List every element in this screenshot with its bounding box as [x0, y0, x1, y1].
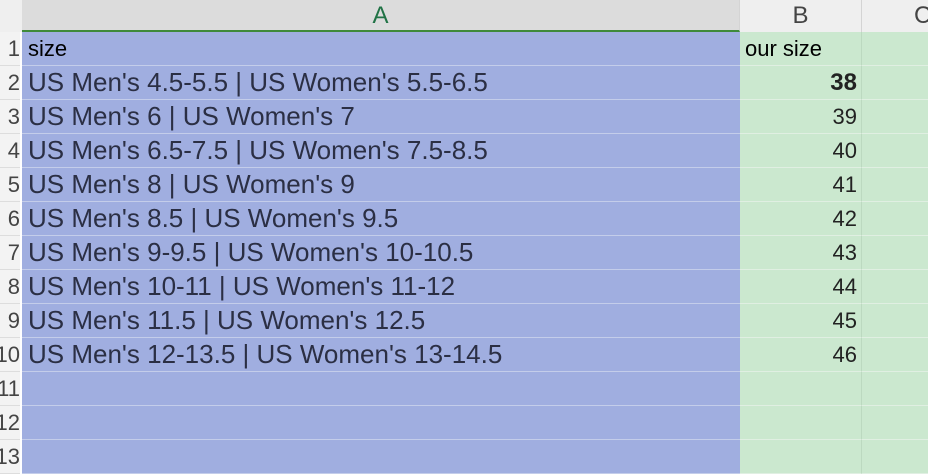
cell-a[interactable]: size [22, 32, 740, 66]
table-row: US Men's 4.5-5.5 | US Women's 5.5-6.5 38 [22, 66, 928, 100]
cell-a[interactable]: US Men's 11.5 | US Women's 12.5 [22, 304, 740, 338]
cell-c[interactable] [862, 440, 928, 474]
cell-c[interactable] [862, 66, 928, 100]
cell-a[interactable] [22, 406, 740, 440]
cell-b[interactable]: 42 [740, 202, 862, 236]
cell-c[interactable] [862, 304, 928, 338]
table-row [22, 440, 928, 474]
column-header-a[interactable]: A [22, 0, 740, 32]
row-header[interactable]: 1 [0, 32, 20, 66]
cell-b[interactable]: 43 [740, 236, 862, 270]
cell-a[interactable]: US Men's 10-11 | US Women's 11-12 [22, 270, 740, 304]
row-header[interactable]: 13 [0, 440, 20, 474]
cell-c[interactable] [862, 406, 928, 440]
cell-c[interactable] [862, 236, 928, 270]
cell-b[interactable] [740, 372, 862, 406]
cell-a[interactable]: US Men's 8 | US Women's 9 [22, 168, 740, 202]
table-row: US Men's 6.5-7.5 | US Women's 7.5-8.5 40 [22, 134, 928, 168]
table-row: US Men's 6 | US Women's 7 39 [22, 100, 928, 134]
cell-a[interactable] [22, 372, 740, 406]
cell-b[interactable]: our size [740, 32, 862, 66]
cell-a[interactable]: US Men's 4.5-5.5 | US Women's 5.5-6.5 [22, 66, 740, 100]
table-row: US Men's 9-9.5 | US Women's 10-10.5 43 [22, 236, 928, 270]
cell-c[interactable] [862, 202, 928, 236]
table-row: US Men's 10-11 | US Women's 11-12 44 [22, 270, 928, 304]
row-header[interactable]: 4 [0, 134, 20, 168]
table-row: US Men's 8 | US Women's 9 41 [22, 168, 928, 202]
row-header[interactable]: 12 [0, 406, 20, 440]
cell-a[interactable]: US Men's 6.5-7.5 | US Women's 7.5-8.5 [22, 134, 740, 168]
cell-b[interactable]: 39 [740, 100, 862, 134]
table-row [22, 372, 928, 406]
cell-a[interactable]: US Men's 9-9.5 | US Women's 10-10.5 [22, 236, 740, 270]
cell-b[interactable]: 41 [740, 168, 862, 202]
column-header-c[interactable]: C [862, 0, 928, 32]
row-header[interactable]: 2 [0, 66, 20, 100]
row-header[interactable]: 3 [0, 100, 20, 134]
row-header[interactable]: 9 [0, 304, 20, 338]
table-row: US Men's 8.5 | US Women's 9.5 42 [22, 202, 928, 236]
cell-b[interactable] [740, 440, 862, 474]
row-header[interactable]: 10 [0, 338, 20, 372]
cell-c[interactable] [862, 372, 928, 406]
cell-b[interactable]: 46 [740, 338, 862, 372]
cell-c[interactable] [862, 338, 928, 372]
cell-a[interactable]: US Men's 8.5 | US Women's 9.5 [22, 202, 740, 236]
cell-b[interactable]: 45 [740, 304, 862, 338]
select-all-corner[interactable] [0, 0, 22, 32]
cell-c[interactable] [862, 168, 928, 202]
table-row [22, 406, 928, 440]
cell-c[interactable] [862, 32, 928, 66]
row-header[interactable]: 8 [0, 270, 20, 304]
column-header-b[interactable]: B [740, 0, 862, 32]
header-row: size our size [22, 32, 928, 66]
cell-b[interactable]: 38 [740, 66, 862, 100]
table-row: US Men's 11.5 | US Women's 12.5 45 [22, 304, 928, 338]
cell-b[interactable]: 40 [740, 134, 862, 168]
row-header[interactable]: 7 [0, 236, 20, 270]
cell-a[interactable]: US Men's 6 | US Women's 7 [22, 100, 740, 134]
cell-c[interactable] [862, 270, 928, 304]
cell-b[interactable]: 44 [740, 270, 862, 304]
cell-a[interactable] [22, 440, 740, 474]
cell-b[interactable] [740, 406, 862, 440]
row-header[interactable]: 5 [0, 168, 20, 202]
row-header[interactable]: 11 [0, 372, 20, 406]
cell-a[interactable]: US Men's 12-13.5 | US Women's 13-14.5 [22, 338, 740, 372]
table-row: US Men's 12-13.5 | US Women's 13-14.5 46 [22, 338, 928, 372]
cell-c[interactable] [862, 134, 928, 168]
row-header[interactable]: 6 [0, 202, 20, 236]
cell-c[interactable] [862, 100, 928, 134]
